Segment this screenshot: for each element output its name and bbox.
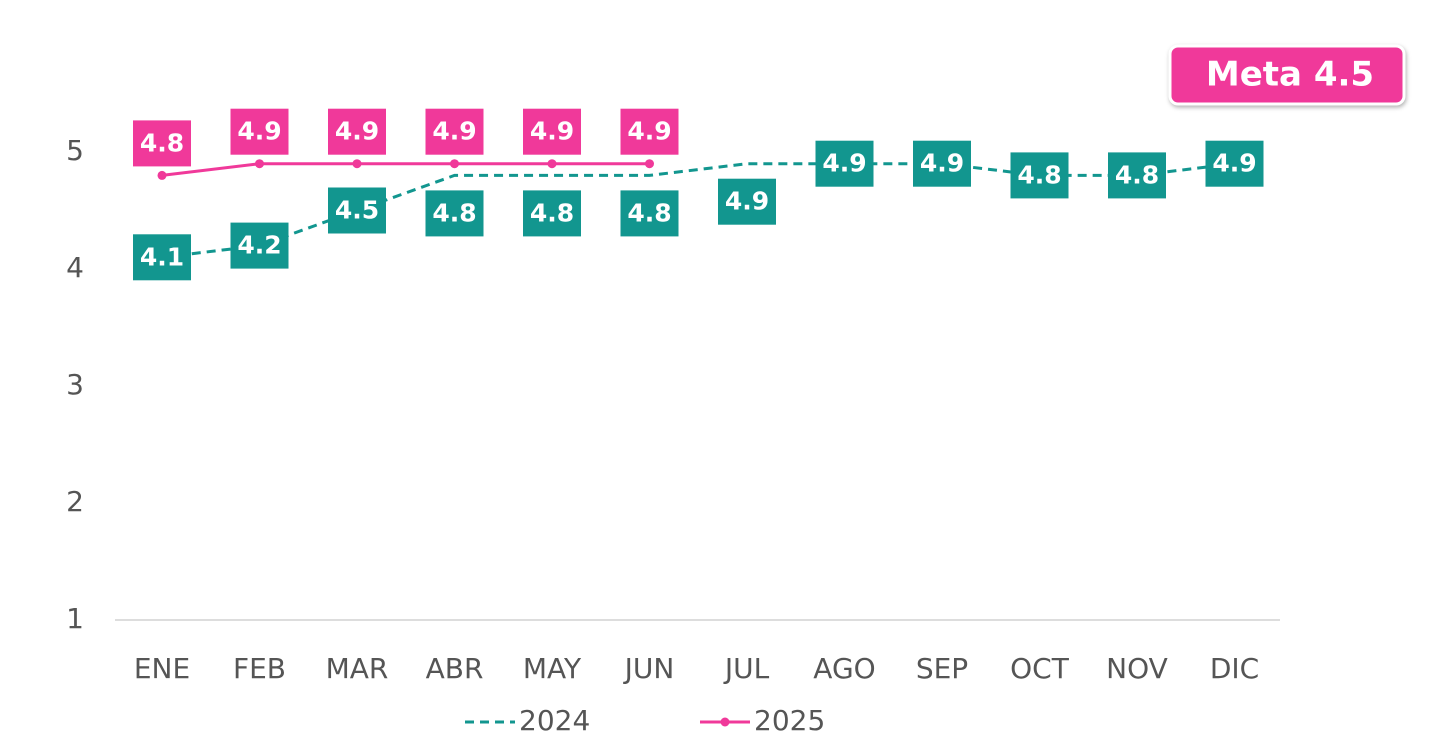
meta-badge (1168, 44, 1406, 106)
data-label: 4.8 (140, 128, 184, 157)
y-tick-label: 1 (66, 602, 84, 635)
x-tick-label: MAY (523, 652, 582, 685)
y-tick-label: 4 (66, 251, 84, 284)
label-box (913, 140, 971, 187)
point (255, 159, 264, 169)
label-box (425, 190, 484, 237)
x-tick-label: JUN (623, 652, 675, 685)
point (645, 159, 654, 169)
data-label: 4.1 (140, 242, 184, 271)
series-line (161, 162, 1235, 259)
y-tick-label: 5 (66, 134, 84, 167)
legend-dot (720, 717, 730, 727)
label-box (1205, 140, 1264, 187)
x-tick-label: DIC (1210, 652, 1259, 685)
x-tick-label: ENE (134, 652, 190, 685)
label-box (328, 108, 386, 155)
data-label: 4.9 (627, 117, 671, 146)
x-tick-label: MAR (326, 652, 389, 685)
point (352, 159, 362, 169)
x-tick-label: SEP (916, 652, 968, 685)
meta-label: Meta 4.5 (1206, 55, 1374, 95)
label-box (620, 190, 679, 237)
label-box (620, 108, 679, 155)
data-label: 4.9 (920, 149, 964, 178)
data-label: 4.8 (1017, 160, 1061, 189)
legend-label: 2025 (754, 704, 825, 737)
point (547, 159, 557, 169)
x-tick-label: AGO (813, 652, 875, 685)
data-label: 4.2 (237, 231, 281, 260)
data-label: 4.8 (530, 198, 574, 227)
label-box (425, 108, 484, 155)
data-label: 4.9 (1212, 149, 1256, 178)
data-label: 4.9 (725, 187, 769, 216)
label-box (133, 234, 191, 281)
data-label: 4.9 (335, 117, 379, 146)
label-box (230, 222, 289, 269)
point (157, 170, 167, 180)
data-label: 4.8 (1115, 160, 1159, 189)
data-label: 4.9 (822, 149, 866, 178)
y-tick-label: 3 (66, 368, 84, 401)
legend-label: 2024 (519, 704, 590, 737)
x-tick-label: NOV (1106, 652, 1168, 685)
label-box (328, 187, 386, 234)
label-box (1108, 152, 1166, 199)
x-tick-label: JUL (723, 652, 770, 685)
y-tick-label: 2 (66, 485, 84, 518)
label-box (718, 178, 776, 225)
label-box (1010, 152, 1069, 199)
x-tick-label: ABR (426, 652, 484, 685)
label-box (523, 190, 581, 237)
data-label: 4.8 (627, 198, 671, 227)
x-tick-label: FEB (233, 652, 286, 685)
data-label: 4.5 (335, 196, 379, 225)
data-label: 4.9 (237, 117, 281, 146)
label-box (815, 140, 874, 187)
series-line (161, 162, 650, 177)
point (450, 159, 459, 169)
data-label: 4.9 (432, 117, 476, 146)
label-box (523, 108, 581, 155)
data-label: 4.9 (530, 117, 574, 146)
x-tick-label: OCT (1010, 652, 1070, 685)
label-box (230, 108, 289, 155)
data-label: 4.8 (432, 198, 476, 227)
label-box (133, 120, 191, 167)
